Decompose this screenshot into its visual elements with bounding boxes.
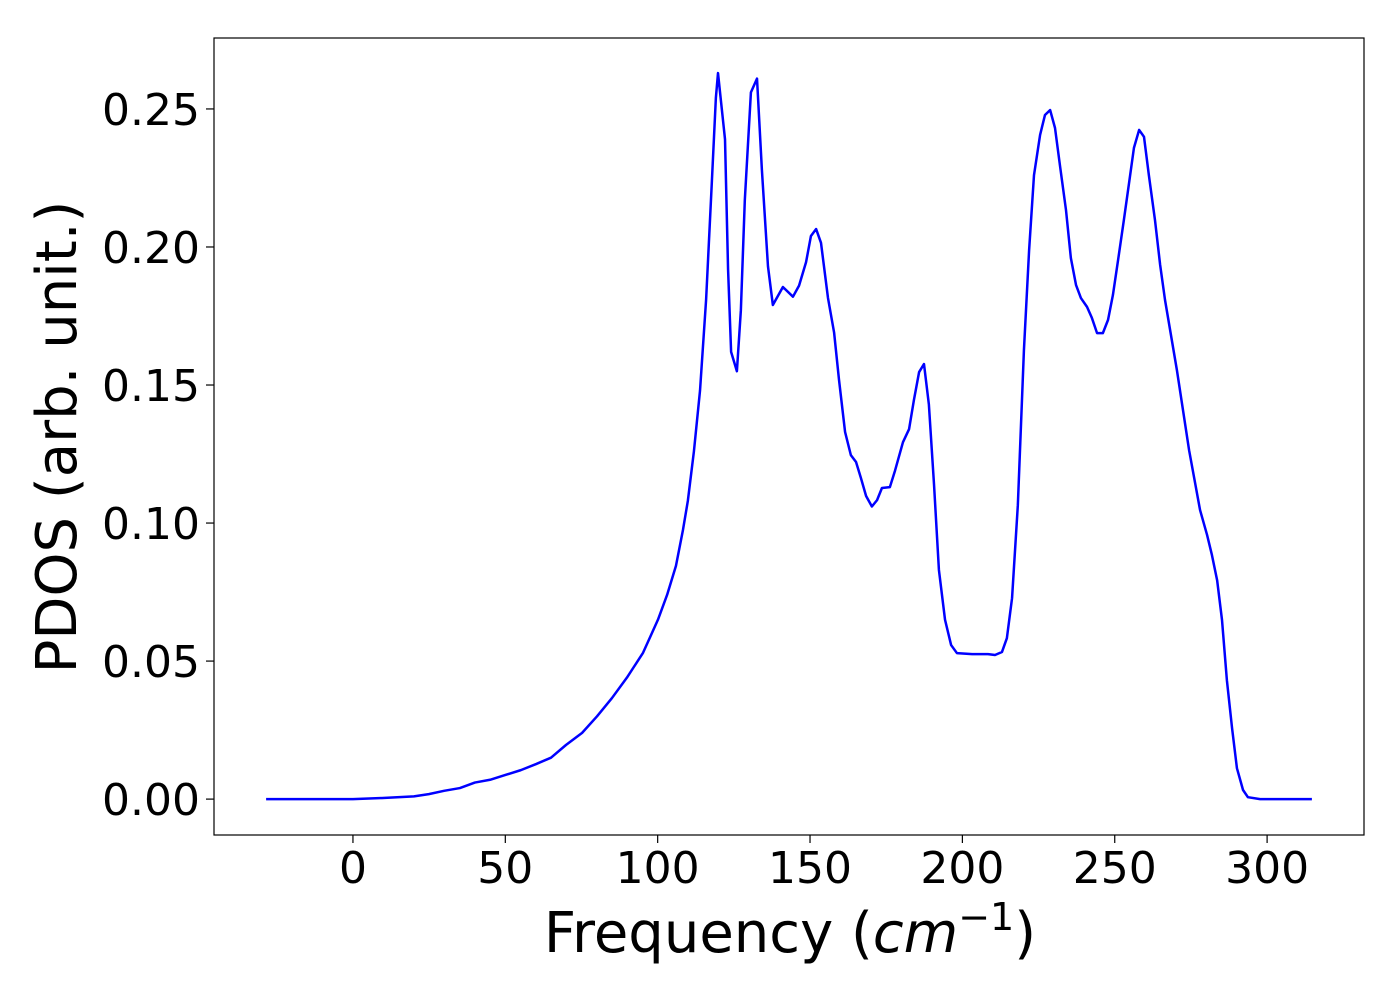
- y-tick-label: 0.20: [102, 223, 200, 274]
- x-tick-label: 0: [339, 843, 367, 894]
- x-tick-label: 300: [1225, 843, 1309, 894]
- y-tick-label: 0.25: [102, 85, 200, 136]
- x-tick-label: 150: [768, 843, 852, 894]
- x-tick-label: 50: [477, 843, 533, 894]
- y-tick-label: 0.00: [102, 775, 200, 826]
- x-label-unit: cm: [873, 901, 958, 966]
- plot-frame: [213, 37, 1365, 836]
- y-tick-label: 0.05: [102, 637, 200, 688]
- x-axis-label: Frequency (cm−1): [544, 895, 1036, 966]
- y-tick-label: 0.10: [102, 499, 200, 550]
- x-tick-label: 250: [1073, 843, 1157, 894]
- y-axis-label: PDOS (arb. unit.): [25, 201, 90, 674]
- x-tick-label: 200: [920, 843, 1004, 894]
- x-tick-label: 100: [616, 843, 700, 894]
- x-label-close: ): [1014, 901, 1036, 966]
- data-line: [266, 71, 1312, 801]
- x-label-exponent: −1: [958, 895, 1014, 939]
- y-tick-label: 0.15: [102, 361, 200, 412]
- x-label-text: Frequency (: [544, 901, 873, 966]
